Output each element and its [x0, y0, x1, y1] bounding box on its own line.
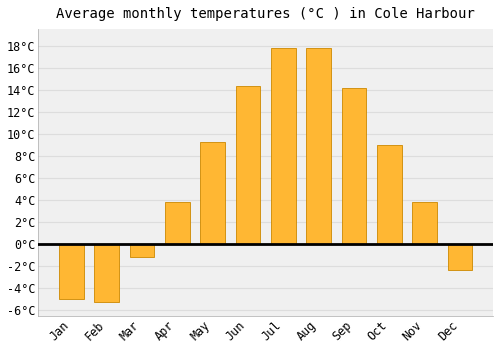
Bar [59, 244, 84, 299]
Bar [200, 142, 225, 244]
Title: Average monthly temperatures (°C ) in Cole Harbour: Average monthly temperatures (°C ) in Co… [56, 7, 475, 21]
Bar [236, 86, 260, 244]
Bar [130, 244, 154, 258]
Bar [271, 48, 295, 244]
Bar [448, 244, 472, 270]
Bar [165, 202, 190, 244]
Bar [306, 48, 331, 244]
Bar [377, 145, 402, 244]
Bar [412, 202, 437, 244]
Bar [342, 88, 366, 244]
Bar [94, 244, 119, 302]
